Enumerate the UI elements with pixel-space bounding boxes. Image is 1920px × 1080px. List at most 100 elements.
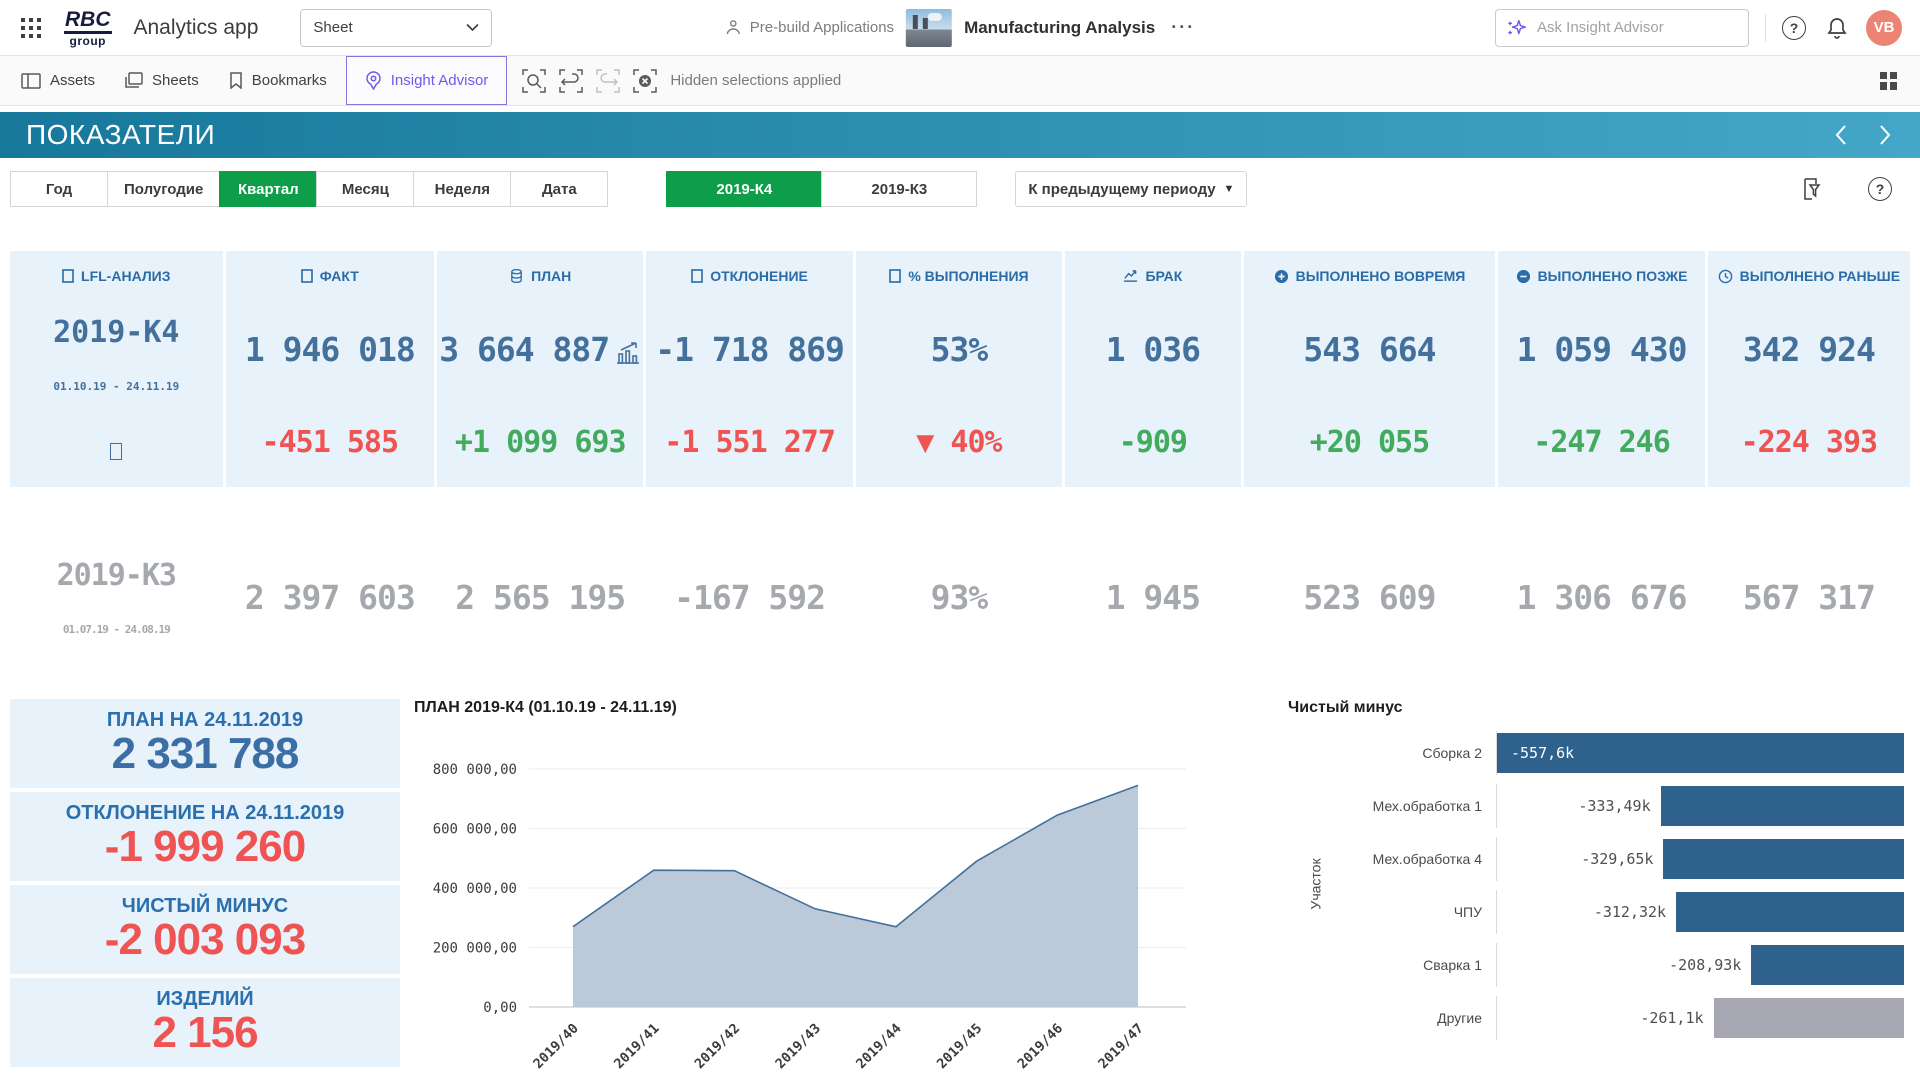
insight-advisor-button[interactable]: Insight Advisor <box>345 56 508 105</box>
kpi-header-label: ФАКТ <box>319 268 359 284</box>
quarter-button-2019-К4[interactable]: 2019-К4 <box>666 171 823 207</box>
kpi-value: 1 059 430 <box>1517 301 1688 397</box>
left-kpi-value: -2 003 093 <box>104 915 306 965</box>
brand-top: RBC <box>64 9 112 34</box>
kpi-header: ОТКЛОНЕНИЕ <box>691 251 808 301</box>
selections-filter-icon[interactable] <box>1802 177 1822 201</box>
kpi-value: 1 946 018 <box>245 301 416 397</box>
kpi-header-label: % ВЫПОЛНЕНИЯ <box>908 268 1029 284</box>
previous-sheet-icon[interactable] <box>1834 124 1848 146</box>
bar-category-label: Мех.обработка 1 <box>1372 798 1482 814</box>
bookmark-icon <box>229 72 242 89</box>
undo-selection-icon[interactable] <box>556 66 586 96</box>
assets-label: Assets <box>50 72 96 89</box>
area-chart-canvas[interactable]: 800 000,00 600 000,00 400 000,00 200 000,00… <box>414 719 1214 1071</box>
clear-selections-icon[interactable] <box>630 66 660 96</box>
kpi-value: -1 718 869 <box>655 301 845 397</box>
next-sheet-icon[interactable] <box>1878 124 1892 146</box>
icon-minus-icon <box>1516 269 1531 284</box>
kpi-delta: -909 <box>1118 424 1188 460</box>
sheets-icon <box>125 72 143 88</box>
current-app-name[interactable]: Manufacturing Analysis <box>964 17 1156 37</box>
left-kpi-label: ПЛАН НА 24.11.2019 <box>106 709 304 732</box>
kpi-header-label: БРАК <box>1145 268 1183 284</box>
lfl-previous-dates: 01.07.19 - 24.08.19 <box>62 623 171 636</box>
user-avatar[interactable]: VB <box>1866 9 1902 46</box>
svg-text:0,00: 0,00 <box>483 1000 517 1016</box>
app-thumbnail[interactable] <box>906 8 953 47</box>
kpi-value-text: 1 036 <box>1105 329 1201 369</box>
svg-text:2019/45: 2019/45 <box>934 1021 986 1071</box>
sheet-navigation-grid-icon[interactable] <box>1878 56 1920 105</box>
bar-zone: -333,49k <box>1496 784 1904 828</box>
more-options-icon[interactable]: ··· <box>1171 17 1196 37</box>
kpi-column-lfl: LFL-АНАЛИЗ 2019-К4 01.10.19 - 24.11.19 <box>10 251 223 487</box>
bar[interactable] <box>1676 892 1904 932</box>
svg-text:400 000,00: 400 000,00 <box>433 881 517 897</box>
icon-doc-icon <box>889 269 902 283</box>
bar-category-label: Другие <box>1437 1010 1482 1026</box>
bottom-section: ПЛАН НА 24.11.2019 2 331 788 ОТКЛОНЕНИЕ НА… <box>10 699 1910 1071</box>
left-kpi-label: ИЗДЕЛИЙ <box>156 988 254 1011</box>
sheet-selector[interactable]: Sheet <box>300 8 493 47</box>
notifications-bell-icon[interactable] <box>1826 16 1848 40</box>
search-selections-icon[interactable] <box>519 66 549 96</box>
icon-db-icon <box>509 268 524 284</box>
kpi-column: ВЫПОЛНЕНО РАНЬШЕ 342 924 -224 393 <box>1707 251 1910 487</box>
left-kpi-tile: ЧИСТЫЙ МИНУС -2 003 093 <box>10 885 400 974</box>
kpi-header: ФАКТ <box>300 251 359 301</box>
plan-area-chart[interactable]: ПЛАН 2019-К4 (01.10.19 - 24.11.19) 800 0… <box>414 699 1226 1071</box>
bar[interactable] <box>1663 839 1904 879</box>
assets-button[interactable]: Assets <box>6 56 110 105</box>
bar[interactable] <box>1713 998 1904 1038</box>
quarter-button-2019-К3[interactable]: 2019-К3 <box>821 171 978 207</box>
svg-text:600 000,00: 600 000,00 <box>433 822 517 838</box>
kpi-previous-value: 1 306 676 <box>1516 577 1688 617</box>
period-button-Год[interactable]: Год <box>10 171 108 207</box>
left-kpi-label: ЧИСТЫЙ МИНУС <box>121 895 289 918</box>
kpi-value-text: 53% <box>930 329 989 369</box>
filter-row: Год Полугодие Квартал Месяц Неделя Дата 2019-… <box>10 171 1910 207</box>
kpi-column: % ВЫПОЛНЕНИЯ 53% ▼ 40% <box>855 251 1063 487</box>
redo-selection-icon[interactable] <box>593 66 623 96</box>
period-button-Месяц[interactable]: Месяц <box>316 171 415 207</box>
bar-value-label: -329,65k <box>1581 850 1654 868</box>
bookmarks-button[interactable]: Bookmarks <box>214 56 342 105</box>
period-button-Полугодие[interactable]: Полугодие <box>107 171 221 207</box>
breadcrumb: Pre-build Applications Manufacturing Ana… <box>725 8 1196 47</box>
kpi-value-text: 3 664 887 <box>439 329 610 369</box>
sparkle-icon <box>1508 19 1526 34</box>
period-button-Неделя[interactable]: Неделя <box>413 171 512 207</box>
kpi-previous-value: -167 592 <box>674 577 826 617</box>
prebuild-applications-link[interactable]: Pre-build Applications <box>725 19 894 36</box>
bar[interactable] <box>1660 786 1904 826</box>
period-button-Дата[interactable]: Дата <box>510 171 609 207</box>
kpi-delta: -451 585 <box>261 424 399 460</box>
bar[interactable] <box>1497 733 1904 773</box>
insight-advisor-search[interactable] <box>1495 8 1749 47</box>
sheets-button[interactable]: Sheets <box>110 56 214 105</box>
app-launcher-icon[interactable] <box>18 15 44 41</box>
help-icon[interactable]: ? <box>1782 15 1806 40</box>
compare-period-dropdown[interactable]: К предыдущему периоду ▼ <box>1015 171 1248 207</box>
net-minus-bar-chart[interactable]: Чистый минус Участок Сборка 2 -557,6k Мех.… <box>1288 699 1904 1040</box>
svg-text:2019/47: 2019/47 <box>1095 1021 1147 1071</box>
insight-advisor-icon <box>365 71 381 90</box>
kpi-header: БРАК <box>1123 251 1182 301</box>
kpi-column: ВЫПОЛНЕНО ПОЗЖЕ 1 059 430 -247 246 <box>1498 251 1705 487</box>
bar-value-label: -208,93k <box>1669 956 1742 974</box>
left-kpi-tile: ПЛАН НА 24.11.2019 2 331 788 <box>10 699 400 788</box>
bar[interactable] <box>1751 945 1904 985</box>
svg-text:800 000,00: 800 000,00 <box>433 762 517 778</box>
kpi-value: 543 664 <box>1303 301 1436 397</box>
hidden-selections-status: Hidden selections applied <box>670 72 842 89</box>
kpi-header-label: ВЫПОЛНЕНО РАНЬШЕ <box>1739 268 1901 284</box>
left-kpi-tile: ИЗДЕЛИЙ 2 156 <box>10 978 400 1067</box>
search-input[interactable] <box>1537 19 1738 36</box>
svg-text:2019/46: 2019/46 <box>1015 1021 1067 1071</box>
period-button-Квартал[interactable]: Квартал <box>219 171 318 207</box>
kpi-header: % ВЫПОЛНЕНИЯ <box>889 251 1029 301</box>
bar-value-label: -557,6k <box>1511 744 1575 762</box>
kpi-header-label: LFL-АНАЛИЗ <box>81 268 171 284</box>
sheet-help-icon[interactable]: ? <box>1868 177 1892 201</box>
